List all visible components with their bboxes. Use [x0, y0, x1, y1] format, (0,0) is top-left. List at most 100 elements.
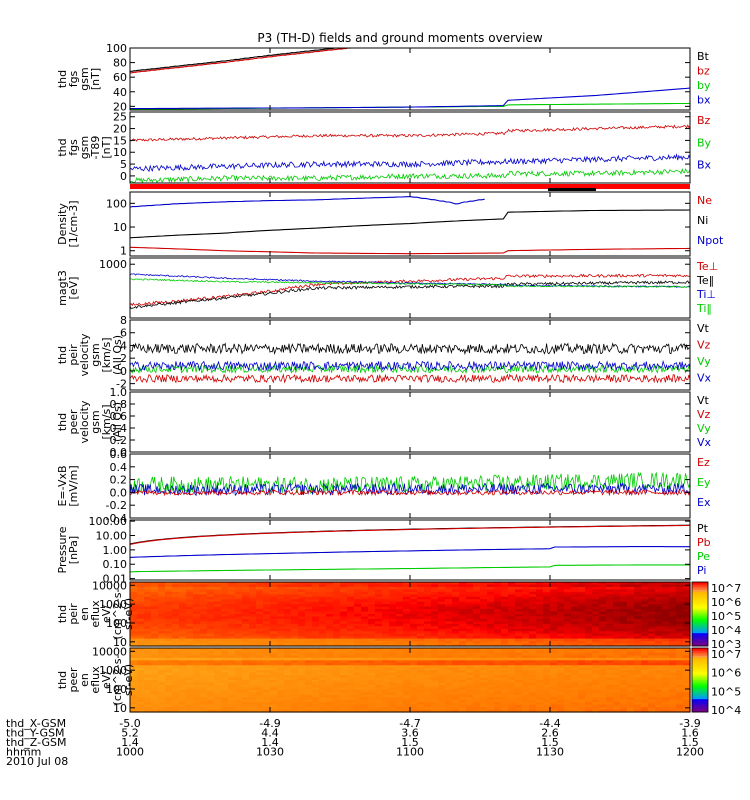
- spectrogram-cell: [431, 650, 439, 654]
- spectrogram-cell: [571, 616, 579, 620]
- spectrogram-cell: [592, 648, 600, 652]
- y-tick-label: 10: [113, 146, 127, 159]
- spectrogram-cell: [578, 636, 586, 640]
- spectrogram-cell: [263, 702, 271, 706]
- spectrogram-cell: [144, 667, 152, 671]
- spectrogram-cell: [438, 599, 446, 603]
- spectrogram-cell: [228, 680, 236, 684]
- spectrogram-cell: [193, 631, 201, 635]
- spectrogram-cell: [487, 611, 495, 615]
- spectrogram-cell: [270, 633, 278, 637]
- spectrogram-cell: [634, 684, 642, 688]
- spectrogram-cell: [424, 636, 432, 640]
- spectrogram-cell: [438, 591, 446, 595]
- spectrogram-cell: [298, 687, 306, 691]
- spectrogram-cell: [501, 623, 509, 627]
- spectrogram-cell: [389, 589, 397, 593]
- legend-entry: Pt: [697, 522, 709, 535]
- spectrogram-cell: [634, 692, 642, 696]
- spectrogram-cell: [333, 599, 341, 603]
- spectrogram-cell: [347, 657, 355, 661]
- spectrogram-cell: [319, 631, 327, 635]
- spectrogram-cell: [424, 687, 432, 691]
- spectrogram-cell: [578, 660, 586, 664]
- spectrogram-cell: [662, 689, 670, 693]
- spectrogram-cell: [277, 623, 285, 627]
- spectrogram-cell: [669, 609, 677, 613]
- spectrogram-cell: [333, 614, 341, 618]
- spectrogram-cell: [522, 702, 530, 706]
- spectrogram-cell: [326, 643, 334, 647]
- spectrogram-cell: [676, 614, 684, 618]
- spectrogram-cell: [473, 623, 481, 627]
- spectrogram-cell: [368, 631, 376, 635]
- spectrogram-cell: [522, 687, 530, 691]
- spectrogram-cell: [627, 707, 635, 711]
- spectrogram-cell: [480, 662, 488, 666]
- spectrogram-cell: [354, 628, 362, 632]
- spectrogram-cell: [410, 648, 418, 652]
- spectrogram-cell: [620, 643, 628, 647]
- spectrogram-cell: [648, 586, 656, 590]
- spectrogram-cell: [564, 655, 572, 659]
- legend-entry: Vt: [697, 394, 710, 407]
- spectrogram-cell: [578, 614, 586, 618]
- spectrogram-cell: [676, 657, 684, 661]
- legend-entry: Vy: [697, 355, 711, 368]
- spectrogram-cell: [151, 604, 159, 608]
- spectrogram-cell: [487, 707, 495, 711]
- spectrogram-cell: [305, 586, 313, 590]
- spectrogram-cell: [501, 636, 509, 640]
- spectrogram-cell: [326, 660, 334, 664]
- colorbar-step: [692, 672, 708, 675]
- spectrogram-cell: [312, 670, 320, 674]
- colorbar-step: [692, 649, 708, 652]
- spectrogram-cell: [158, 655, 166, 659]
- spectrogram-cell: [354, 594, 362, 598]
- spectrogram-cell: [410, 616, 418, 620]
- spectrogram-cell: [340, 687, 348, 691]
- spectrogram-cell: [389, 704, 397, 708]
- y-tick-label: 100: [106, 197, 127, 210]
- spectrogram-cell: [193, 702, 201, 706]
- spectrogram-cell: [438, 670, 446, 674]
- spectrogram-cell: [529, 702, 537, 706]
- spectrogram-cell: [396, 606, 404, 610]
- spectrogram-cell: [557, 601, 565, 605]
- spectrogram-cell: [151, 589, 159, 593]
- spectrogram-cell: [564, 699, 572, 703]
- spectrogram-cell: [571, 697, 579, 701]
- spectrogram-cell: [284, 618, 292, 622]
- spectrogram-cell: [214, 684, 222, 688]
- spectrogram-cell: [613, 667, 621, 671]
- spectrogram-cell: [557, 709, 565, 713]
- spectrogram-cell: [256, 643, 264, 647]
- spectrogram-cell: [207, 699, 215, 703]
- spectrogram-cell: [354, 702, 362, 706]
- spectrogram-cell: [249, 631, 257, 635]
- colorbar-label: 10^7: [711, 582, 741, 595]
- spectrogram-cell: [480, 604, 488, 608]
- spectrogram-cell: [221, 684, 229, 688]
- spectrogram-cell: [466, 623, 474, 627]
- spectrogram-cell: [347, 672, 355, 676]
- spectrogram-cell: [599, 687, 607, 691]
- spectrogram-cell: [410, 586, 418, 590]
- spectrogram-cell: [627, 631, 635, 635]
- spectrogram-cell: [263, 628, 271, 632]
- spectrogram-cell: [620, 618, 628, 622]
- spectrogram-cell: [494, 611, 502, 615]
- spectrogram-cell: [256, 677, 264, 681]
- spectrogram-cell: [130, 692, 138, 696]
- spectrogram-cell: [473, 655, 481, 659]
- spectrogram-cell: [354, 614, 362, 618]
- spectrogram-cell: [312, 677, 320, 681]
- spectrogram-cell: [431, 586, 439, 590]
- spectrogram-cell: [221, 648, 229, 652]
- spectrogram-cell: [256, 594, 264, 598]
- spectrogram-cell: [662, 672, 670, 676]
- spectrogram-cell: [459, 660, 467, 664]
- spectrogram-cell: [452, 609, 460, 613]
- spectrogram-cell: [214, 611, 222, 615]
- spectrogram-cell: [130, 604, 138, 608]
